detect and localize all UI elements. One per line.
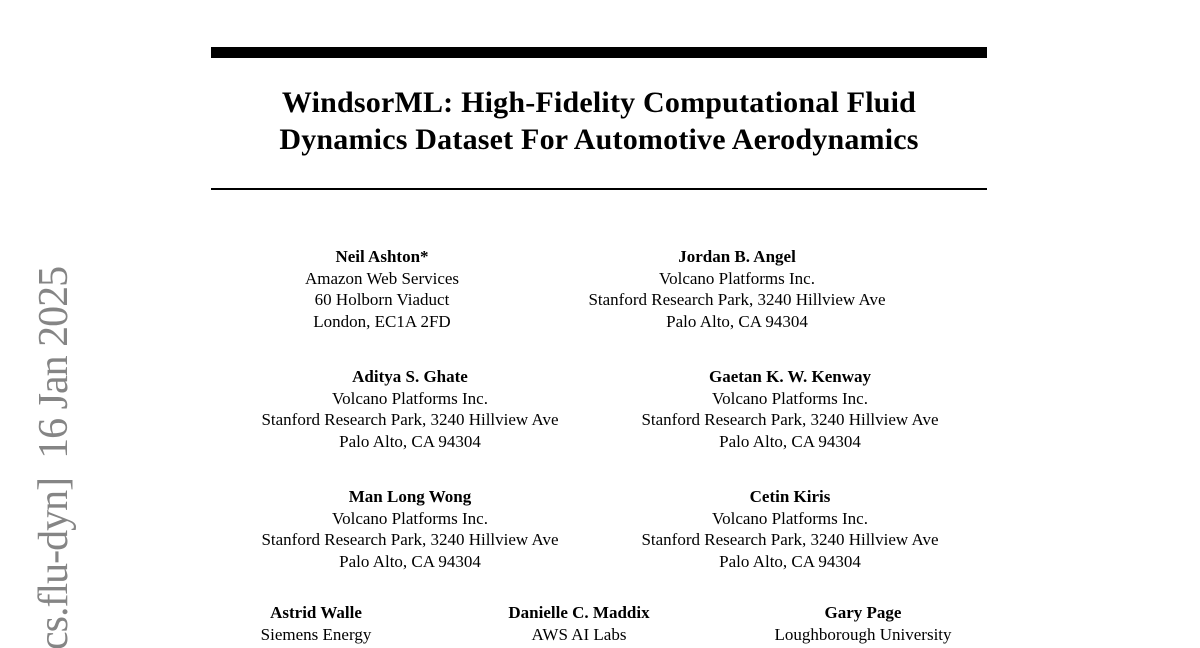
author-affiliation-line: Loughborough University xyxy=(774,624,952,644)
author-affiliation-line: Stanford Research Park, 3240 Hillview Av… xyxy=(261,530,559,550)
author-block-cetin-kiris: Cetin Kiris Volcano Platforms Inc. Stanf… xyxy=(641,486,938,573)
author-affiliation-line: Stanford Research Park, 3240 Hillview Av… xyxy=(641,530,939,550)
author-block-astrid-walle: Astrid Walle Siemens Energy xyxy=(261,602,372,645)
author-block-jordan-angel: Jordan B. Angel Volcano Platforms Inc. S… xyxy=(588,246,885,333)
author-block-aditya-ghate: Aditya S. Ghate Volcano Platforms Inc. S… xyxy=(261,366,558,453)
author-block-neil-ashton: Neil Ashton* Amazon Web Services 60 Holb… xyxy=(305,246,459,333)
author-name: Man Long Wong xyxy=(348,487,472,506)
author-affiliation-line: Stanford Research Park, 3240 Hillview Av… xyxy=(641,410,939,430)
arxiv-watermark: cs.flu-dyn] 16 Jan 2025 xyxy=(31,266,77,648)
author-affiliation-line: Stanford Research Park, 3240 Hillview Av… xyxy=(261,410,559,430)
author-name: Astrid Walle xyxy=(270,603,362,622)
title-rule-bottom xyxy=(211,188,987,190)
author-affiliation-line: Volcano Platforms Inc. xyxy=(332,388,488,408)
author-affiliation-line: AWS AI Labs xyxy=(531,624,627,644)
author-name: Cetin Kiris xyxy=(749,487,831,506)
title-rule-top xyxy=(211,47,987,58)
author-affiliation-line: Siemens Energy xyxy=(260,624,372,644)
author-name: Neil Ashton* xyxy=(335,247,429,266)
author-name: Aditya S. Ghate xyxy=(352,367,468,386)
author-affiliation-line: Volcano Platforms Inc. xyxy=(659,268,815,288)
author-affiliation-line: Palo Alto, CA 94304 xyxy=(719,552,861,572)
author-block-gary-page: Gary Page Loughborough University xyxy=(774,602,951,645)
author-affiliation-line: 60 Holborn Viaduct xyxy=(314,290,450,310)
author-name: Danielle C. Maddix xyxy=(508,603,650,622)
author-block-gaetan-kenway: Gaetan K. W. Kenway Volcano Platforms In… xyxy=(641,366,938,453)
paper-title: WindsorML: High-Fidelity Computational F… xyxy=(211,84,987,158)
paper-title-line1: WindsorML: High-Fidelity Computational F… xyxy=(281,86,917,119)
author-affiliation-line: Palo Alto, CA 94304 xyxy=(666,312,808,332)
author-name: Jordan B. Angel xyxy=(678,247,796,266)
author-affiliation-line: Volcano Platforms Inc. xyxy=(712,508,868,528)
author-affiliation-line: Stanford Research Park, 3240 Hillview Av… xyxy=(588,290,886,310)
author-affiliation-line: Amazon Web Services xyxy=(304,268,460,288)
author-affiliation-line: Volcano Platforms Inc. xyxy=(712,388,868,408)
author-affiliation-line: Palo Alto, CA 94304 xyxy=(339,432,481,452)
author-block-man-long-wong: Man Long Wong Volcano Platforms Inc. Sta… xyxy=(261,486,558,573)
author-block-danielle-maddix: Danielle C. Maddix AWS AI Labs xyxy=(508,602,649,645)
author-affiliation-line: London, EC1A 2FD xyxy=(313,312,451,332)
author-name: Gary Page xyxy=(824,603,902,622)
author-affiliation-line: Volcano Platforms Inc. xyxy=(332,508,488,528)
author-name: Gaetan K. W. Kenway xyxy=(709,367,871,386)
author-affiliation-line: Palo Alto, CA 94304 xyxy=(719,432,861,452)
author-affiliation-line: Palo Alto, CA 94304 xyxy=(339,552,481,572)
paper-title-line2: Dynamics Dataset For Automotive Aerodyna… xyxy=(279,123,919,156)
